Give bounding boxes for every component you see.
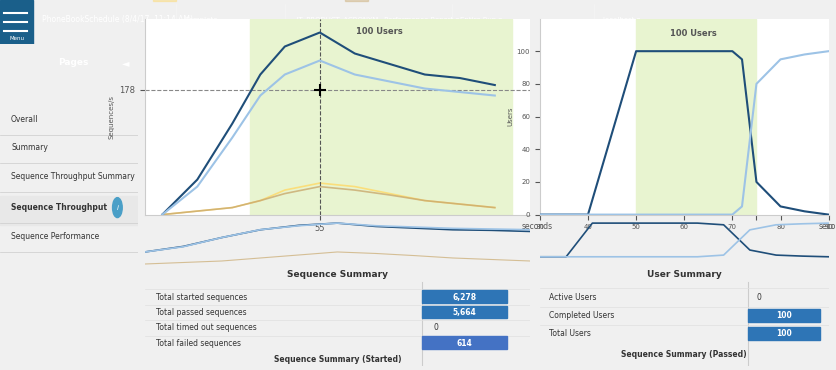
Text: ◄: ◄ [121, 58, 129, 68]
Text: 0: 0 [756, 293, 761, 302]
Bar [249, 18, 512, 215]
Text: 614: 614 [456, 339, 472, 348]
Text: 0: 0 [433, 323, 438, 332]
X-axis label: seconds: seconds [818, 222, 836, 232]
Text: Sequence Throughput Summary: Sequence Throughput Summary [11, 172, 135, 181]
Bar [344, 0, 368, 1]
Bar [0, 0, 33, 44]
Text: _IT_PRODUCT_ACRONYM_ Performance Report ▾: _IT_PRODUCT_ACRONYM_ Performance Report … [293, 17, 458, 23]
Text: Total started sequences: Total started sequences [156, 293, 247, 302]
Circle shape [112, 198, 122, 218]
Text: localhost ▾: localhost ▾ [602, 17, 640, 23]
Bar [152, 0, 176, 1]
Bar [421, 306, 506, 318]
Bar [747, 327, 819, 340]
Text: i: i [116, 205, 118, 211]
Text: User Summary: User Summary [646, 270, 721, 279]
Text: 100 Users: 100 Users [355, 27, 402, 36]
Bar [0, 196, 138, 225]
Text: Sequence Throughput: Sequence Throughput [11, 203, 107, 212]
Text: 100 Users: 100 Users [670, 30, 716, 38]
Text: Complete: Complete [184, 17, 217, 23]
Text: Total timed out sequences: Total timed out sequences [156, 323, 257, 332]
Text: Total Users: Total Users [548, 329, 589, 338]
Text: PhoneBookSchedule (8/4/17, 11:14 AM): PhoneBookSchedule (8/4/17, 11:14 AM) [42, 16, 192, 24]
Text: Sequence Summary (Passed): Sequence Summary (Passed) [620, 350, 747, 359]
Bar [635, 18, 756, 215]
Text: 100: 100 [775, 311, 791, 320]
Text: Active Users: Active Users [548, 293, 595, 302]
Y-axis label: Sequences/s: Sequences/s [109, 95, 115, 138]
X-axis label: seconds: seconds [522, 222, 553, 232]
Bar [421, 336, 506, 349]
Text: Sequence Summary: Sequence Summary [287, 270, 387, 279]
Bar [421, 290, 506, 303]
Text: Total passed sequences: Total passed sequences [156, 308, 247, 317]
Text: Summary: Summary [11, 143, 48, 152]
Text: 6,278: 6,278 [451, 293, 476, 302]
Text: Sequence Summary (Started): Sequence Summary (Started) [273, 356, 400, 364]
Text: 100: 100 [775, 329, 791, 338]
Text: 5,664: 5,664 [452, 308, 476, 317]
Text: Pages: Pages [58, 58, 89, 67]
Text: Entire Run ▾: Entire Run ▾ [460, 17, 502, 23]
Text: Sequence Performance: Sequence Performance [11, 232, 99, 240]
Text: Menu: Menu [9, 36, 24, 41]
Text: Total failed sequences: Total failed sequences [156, 339, 241, 348]
Text: Overall: Overall [11, 115, 38, 124]
Bar [747, 309, 819, 322]
Text: Completed Users: Completed Users [548, 311, 613, 320]
Y-axis label: Users: Users [507, 107, 513, 126]
